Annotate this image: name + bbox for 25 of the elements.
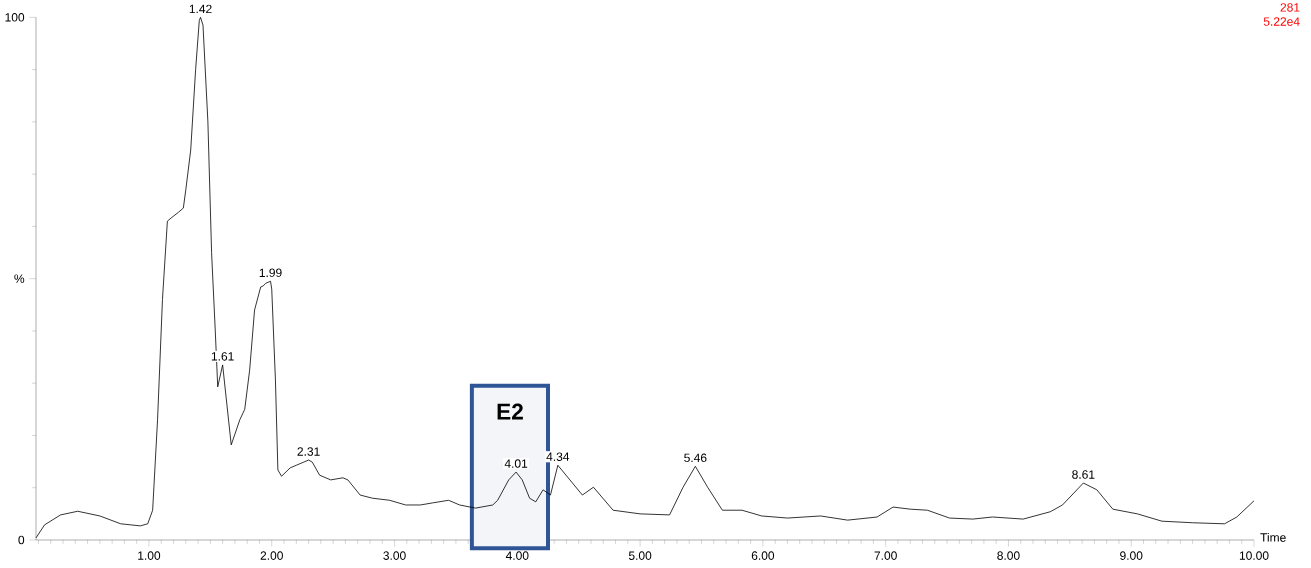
x-tick-label: 3.00: [383, 551, 406, 560]
annotation: 4.34: [546, 452, 570, 461]
text: 281: [1280, 3, 1300, 12]
x-tick-label: 9.00: [1120, 551, 1143, 560]
y-tick-label: 0: [18, 535, 25, 545]
y-tick-label: 100: [5, 13, 25, 22]
x-tick-label: 8.00: [997, 551, 1020, 560]
annotation: 1.42: [189, 4, 212, 14]
annotation: 1.99: [259, 268, 282, 278]
x-tick-label: 7.00: [874, 551, 897, 560]
annotation: 2.31: [297, 447, 320, 456]
annotation: 4.01: [504, 459, 528, 468]
annotation: 1.61: [211, 352, 234, 361]
x-tick-label: 4.00: [505, 551, 529, 560]
x-tick-label: 2.00: [260, 551, 283, 560]
x-tick-label: 6.00: [751, 551, 775, 560]
x-tick-label: 5.00: [628, 551, 652, 560]
x-tick-label: 1.00: [138, 551, 161, 560]
x-tick-label: 10.00: [1239, 551, 1269, 560]
y-tick-label: %: [14, 274, 25, 283]
annotation: 8.61: [1072, 470, 1095, 479]
text: 5.22e4: [1263, 17, 1300, 26]
x-axis-title: Time: [1260, 532, 1286, 542]
annotation: 5.46: [684, 453, 707, 463]
band-label: E2: [497, 403, 523, 420]
